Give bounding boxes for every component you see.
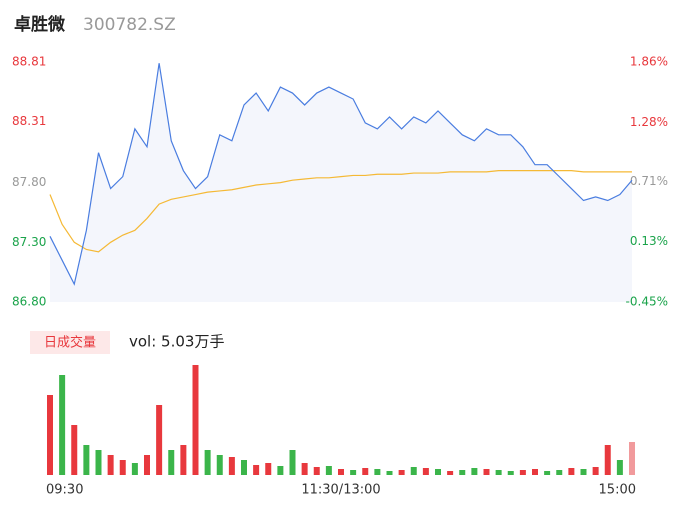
volume-button-text[interactable]: 日成交量 [44, 335, 96, 351]
volume-bar [156, 405, 163, 475]
volume-bar [131, 463, 138, 475]
volume-bar [119, 460, 126, 475]
volume-bar [350, 470, 357, 475]
average-line [49, 170, 632, 253]
volume-bar [83, 445, 90, 475]
volume-bar [604, 445, 611, 475]
volume-bar [228, 457, 235, 475]
y-tick-label: 88.81 [12, 55, 46, 69]
volume-label: vol: 5.03万手 [129, 333, 224, 351]
volume-bar [532, 469, 538, 475]
y2-tick-label: 0.13% [630, 234, 668, 248]
y2-tick-label: 0.71% [630, 174, 668, 188]
volume-bar [495, 470, 502, 475]
volume-bar [241, 460, 247, 475]
volume-bar [204, 450, 211, 475]
volume-bar [265, 463, 272, 475]
volume-bar [192, 365, 199, 475]
volume-bar [47, 395, 53, 475]
volume-bar [180, 445, 187, 475]
volume-bar [362, 468, 369, 475]
volume-bar [168, 450, 175, 475]
volume-bar [519, 470, 526, 475]
y2-tick-label: 1.86% [630, 55, 668, 69]
volume-bar [144, 455, 150, 475]
volume-bar [71, 425, 78, 475]
stock-name: 卓胜微 [14, 14, 66, 35]
volume-bar [313, 467, 320, 475]
volume-bar [277, 466, 284, 475]
volume-bar [629, 442, 635, 475]
price-line [49, 63, 633, 286]
y-tick-label: 86.80 [12, 295, 46, 309]
volume-bar [95, 450, 102, 475]
y2-tick-label: -0.45% [626, 295, 668, 309]
volume-bar [580, 469, 587, 475]
volume-bar [556, 470, 563, 475]
volume-bar [568, 468, 575, 475]
volume-bar [592, 467, 599, 475]
volume-bar [386, 471, 393, 475]
volume-bar [216, 455, 223, 475]
stock-code: 300782.SZ [83, 15, 176, 35]
volume-bar [338, 469, 344, 475]
volume-bar [253, 465, 260, 475]
volume-bar [507, 471, 514, 475]
y-tick-label: 88.31 [12, 114, 46, 128]
y-tick-label: 87.30 [12, 235, 46, 249]
volume-bar [59, 375, 66, 475]
volume-bar [301, 463, 308, 475]
volume-bar [398, 470, 405, 475]
price-area [50, 63, 632, 302]
volume-bar [435, 469, 441, 475]
volume-button[interactable] [30, 331, 110, 354]
volume-bar [459, 470, 466, 475]
x-tick-label: 11:30/13:00 [301, 483, 380, 498]
volume-bar [107, 455, 114, 475]
volume-bar [422, 468, 429, 475]
volume-bar [289, 450, 296, 475]
volume-bar [374, 469, 381, 475]
volume-bar [616, 460, 623, 475]
x-tick-label: 15:00 [599, 483, 636, 498]
y2-tick-label: 1.28% [630, 115, 668, 129]
x-tick-label: 09:30 [46, 483, 83, 498]
volume-bar [410, 467, 417, 475]
volume-bar [447, 471, 454, 475]
y-tick-label: 87.80 [12, 175, 46, 189]
volume-bar [544, 471, 551, 475]
volume-bar [483, 469, 490, 475]
volume-bar [471, 468, 478, 475]
volume-bar [325, 466, 332, 475]
